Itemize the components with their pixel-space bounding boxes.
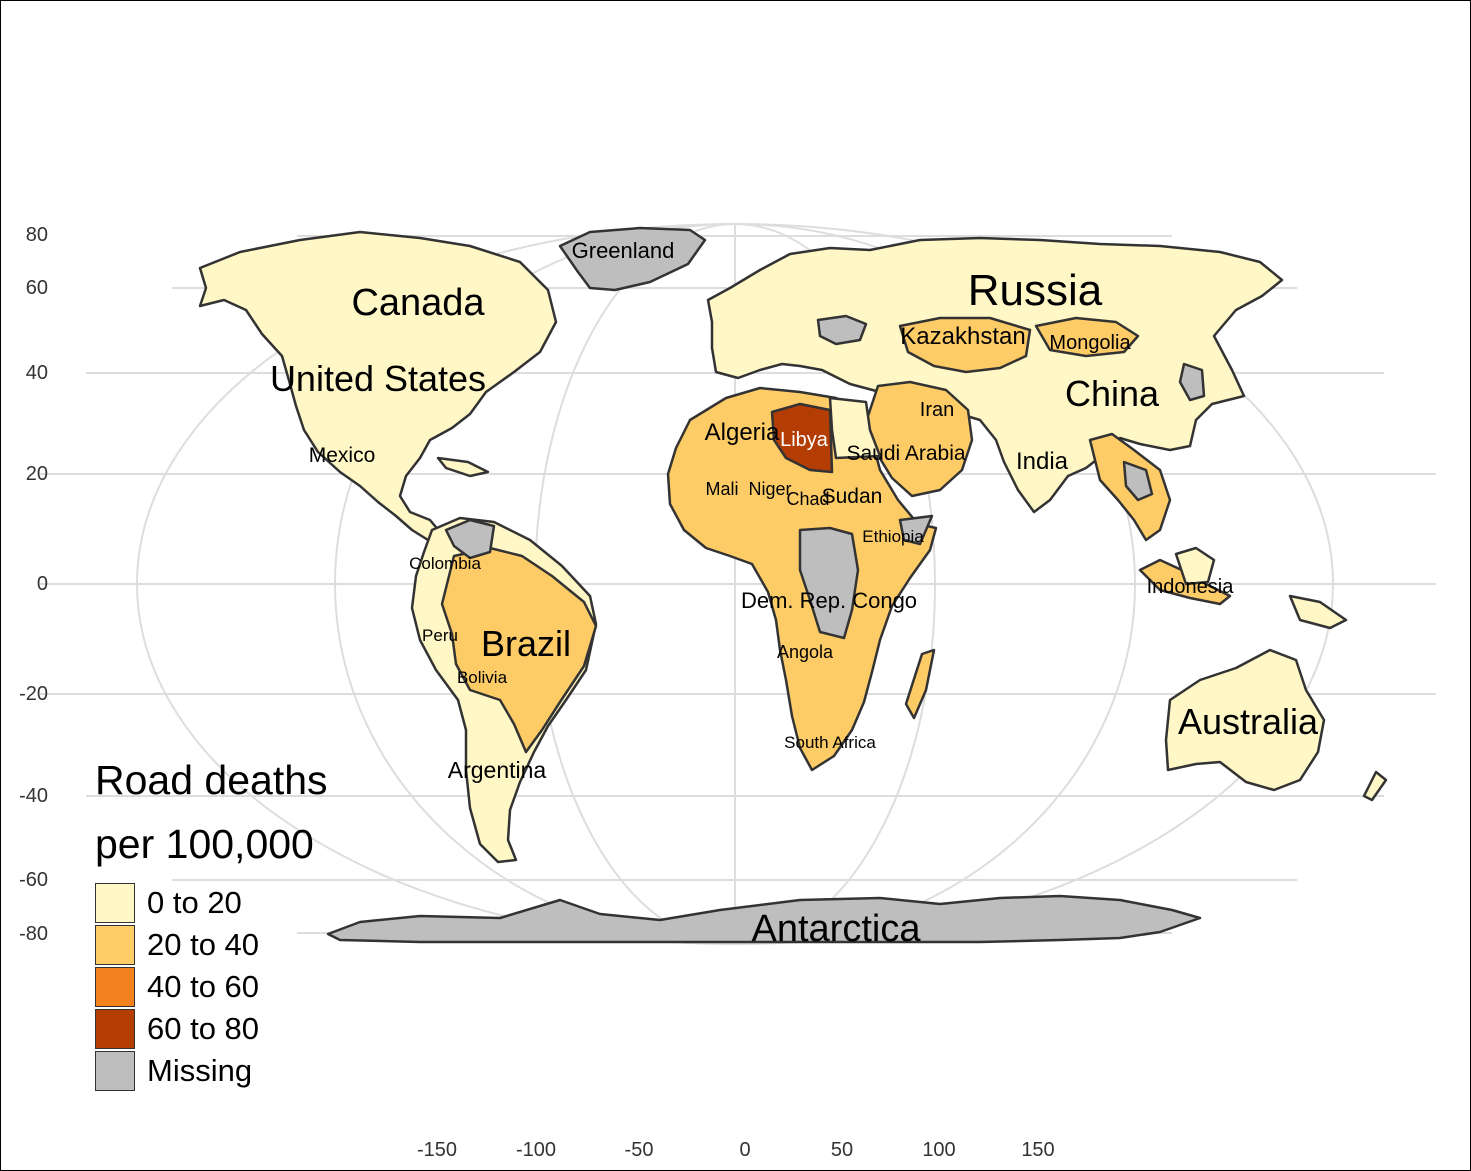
new-zealand-shape[interactable] bbox=[1362, 770, 1388, 802]
label-ethiopia: Ethiopia bbox=[862, 527, 924, 546]
label-mexico: Mexico bbox=[309, 444, 376, 467]
legend-item-missing[interactable]: Missing bbox=[95, 1050, 328, 1092]
dem-rep-congo-shape[interactable] bbox=[798, 526, 860, 640]
legend-item-0-20[interactable]: 0 to 20 bbox=[95, 882, 328, 924]
brazil-shape[interactable] bbox=[440, 546, 598, 754]
legend-swatch-60-80 bbox=[95, 1009, 135, 1049]
legend-swatch-0-20 bbox=[95, 883, 135, 923]
legend-item-60-80[interactable]: 60 to 80 bbox=[95, 1008, 328, 1050]
label-mongolia: Mongolia bbox=[1049, 332, 1131, 354]
ukraine-region-shape[interactable] bbox=[816, 314, 868, 346]
greenland-shape[interactable] bbox=[558, 226, 707, 292]
legend-title: Road deaths per 100,000 bbox=[95, 748, 328, 876]
label-antarctica: Antarctica bbox=[752, 908, 922, 950]
label-kazakhstan: Kazakhstan bbox=[900, 323, 1025, 350]
egypt-shape[interactable] bbox=[828, 396, 882, 460]
north-america-shape[interactable] bbox=[198, 230, 558, 542]
y-tick-80: 80 bbox=[25, 224, 48, 246]
label-colombia: Colombia bbox=[409, 554, 481, 573]
legend-label-20-40: 20 to 40 bbox=[147, 927, 260, 962]
label-saudi-arabia: Saudi Arabia bbox=[846, 442, 965, 465]
kazakhstan-shape[interactable] bbox=[898, 316, 1032, 374]
legend-swatch-20-40 bbox=[95, 925, 135, 965]
x-tick-m150: -150 bbox=[416, 1139, 458, 1161]
legend: Road deaths per 100,000 0 to 20 20 to 40… bbox=[95, 748, 328, 1092]
label-south-africa: South Africa bbox=[784, 733, 876, 752]
label-australia: Australia bbox=[1178, 701, 1319, 742]
libya-shape[interactable] bbox=[770, 402, 834, 474]
y-tick-60: 60 bbox=[25, 277, 48, 299]
label-sudan: Sudan bbox=[822, 485, 883, 508]
x-tick-m100: -100 bbox=[515, 1139, 557, 1161]
label-algeria: Algeria bbox=[705, 419, 780, 446]
label-canada: Canada bbox=[351, 282, 485, 324]
somalia-shape[interactable] bbox=[898, 514, 934, 546]
korea-shape[interactable] bbox=[1178, 362, 1206, 402]
x-tick-150: 150 bbox=[1021, 1139, 1055, 1161]
legend-label-0-20: 0 to 20 bbox=[147, 885, 242, 920]
borneo-shape[interactable] bbox=[1174, 546, 1216, 586]
legend-title-line2: per 100,000 bbox=[95, 821, 314, 867]
label-united-states: United States bbox=[270, 358, 486, 399]
legend-item-40-60[interactable]: 40 to 60 bbox=[95, 966, 328, 1008]
laos-shape[interactable] bbox=[1122, 460, 1154, 502]
y-tick-m40: -40 bbox=[19, 785, 48, 807]
x-tick-0: 0 bbox=[739, 1139, 751, 1161]
y-tick-0: 0 bbox=[36, 573, 48, 595]
label-bolivia: Bolivia bbox=[457, 668, 508, 687]
eurasia-shape[interactable] bbox=[706, 236, 1284, 514]
papua-shape[interactable] bbox=[1288, 594, 1348, 630]
label-niger: Niger bbox=[748, 479, 791, 499]
y-tick-m80: -80 bbox=[19, 923, 48, 945]
mongolia-shape[interactable] bbox=[1034, 316, 1140, 358]
y-tick-20: 20 bbox=[25, 463, 48, 485]
legend-swatch-40-60 bbox=[95, 967, 135, 1007]
label-dem-rep-congo: Dem. Rep. Congo bbox=[741, 588, 917, 613]
label-angola: Angola bbox=[777, 642, 834, 662]
legend-label-60-80: 60 to 80 bbox=[147, 1011, 260, 1046]
australia-shape[interactable] bbox=[1164, 648, 1326, 792]
label-libya: Libya bbox=[780, 429, 829, 451]
x-tick-100: 100 bbox=[922, 1139, 956, 1161]
label-india: India bbox=[1016, 448, 1069, 475]
y-tick-m60: -60 bbox=[19, 869, 48, 891]
label-indonesia: Indonesia bbox=[1147, 576, 1235, 598]
legend-label-40-60: 40 to 60 bbox=[147, 969, 260, 1004]
label-chad: Chad bbox=[786, 489, 829, 509]
label-iran: Iran bbox=[920, 399, 954, 421]
madagascar-shape[interactable] bbox=[904, 648, 936, 720]
x-tick-m50: -50 bbox=[624, 1139, 654, 1161]
venezuela-shape[interactable] bbox=[444, 518, 496, 560]
label-china: China bbox=[1065, 373, 1160, 414]
y-tick-40: 40 bbox=[25, 362, 48, 384]
label-mali: Mali bbox=[705, 479, 738, 499]
country-labels: Russia Canada United States China Brazil… bbox=[270, 238, 1319, 950]
label-brazil: Brazil bbox=[481, 623, 571, 664]
caribbean-shape[interactable] bbox=[436, 456, 490, 478]
legend-label-missing: Missing bbox=[147, 1053, 253, 1088]
label-peru: Peru bbox=[422, 626, 458, 645]
legend-swatch-missing bbox=[95, 1051, 135, 1091]
label-argentina: Argentina bbox=[448, 757, 547, 783]
x-tick-50: 50 bbox=[830, 1139, 854, 1161]
land-masses bbox=[198, 226, 1388, 944]
legend-item-20-40[interactable]: 20 to 40 bbox=[95, 924, 328, 966]
y-tick-m20: -20 bbox=[19, 683, 48, 705]
legend-title-line1: Road deaths bbox=[95, 757, 328, 803]
label-russia: Russia bbox=[968, 266, 1103, 315]
antarctica-shape[interactable] bbox=[326, 894, 1202, 944]
label-greenland: Greenland bbox=[572, 238, 675, 263]
